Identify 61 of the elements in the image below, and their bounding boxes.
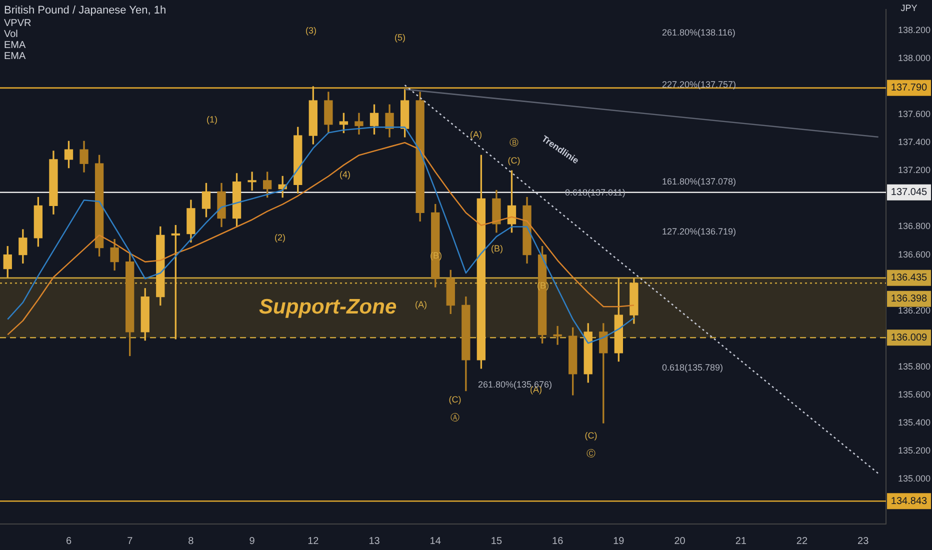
annotation: (2) <box>274 232 286 242</box>
ref-line-label: 136.009 <box>890 332 928 344</box>
y-tick-label: 135.200 <box>898 446 931 456</box>
y-tick-label: 137.400 <box>898 137 931 148</box>
annotation: VPVR <box>4 18 32 29</box>
y-tick-label: 138.200 <box>898 24 931 35</box>
annotation: (5) <box>394 32 406 42</box>
chart-title: British Pound / Japanese Yen, 1h <box>4 4 166 17</box>
annotation: (C) <box>584 430 598 440</box>
annotation: (4) <box>340 169 350 180</box>
y-tick-label: 137.600 <box>898 109 931 120</box>
annotation: (1) <box>206 114 218 124</box>
annotation: 127.20%(136.719) <box>662 226 736 236</box>
annotation: (B) <box>491 243 503 254</box>
annotation: 227.20%(137.757) <box>662 79 736 90</box>
annotation: EMA <box>4 50 26 62</box>
x-tick-label: 23 <box>858 536 870 547</box>
x-tick-label: 8 <box>188 536 194 547</box>
x-tick-label: 12 <box>308 536 320 547</box>
ref-line-label: 134.843 <box>890 496 928 507</box>
y-tick-label: 135.800 <box>898 361 931 372</box>
x-tick-label: 14 <box>430 536 442 547</box>
annotation: (3) <box>306 25 316 36</box>
x-tick-label: 7 <box>127 536 134 547</box>
x-tick-label: 15 <box>490 536 502 547</box>
x-tick-label: 19 <box>613 536 625 547</box>
ref-line-label: 137.045 <box>890 187 928 198</box>
ref-line-label: 137.790 <box>890 82 928 94</box>
y-tick-label: 136.800 <box>898 221 931 232</box>
x-tick-label: 22 <box>796 536 808 547</box>
y-tick-label: 138.000 <box>898 52 931 63</box>
annotation: Vol <box>4 28 18 40</box>
y-tick-label: 136.600 <box>898 249 931 260</box>
y-tick-label: 135.600 <box>898 389 931 400</box>
candlestick <box>553 326 562 345</box>
x-tick-label: 21 <box>735 536 747 547</box>
band-label: Support-Zone <box>259 296 397 319</box>
candlestick <box>248 172 256 191</box>
x-tick-label: 9 <box>249 536 256 547</box>
y-tick-label: 135.000 <box>898 474 931 484</box>
x-tick-label: 13 <box>368 536 380 547</box>
y-tick-label: 136.200 <box>898 305 931 316</box>
legend-label: 136.398 <box>890 294 928 305</box>
annotation: 261.80%(138.116) <box>662 27 736 38</box>
annotation: Ⓑ <box>510 137 518 148</box>
annotation: EMA <box>4 40 26 51</box>
annotation: (A) <box>415 299 427 310</box>
y-tick-label: 137.200 <box>898 165 931 176</box>
y-axis-title: JPY <box>900 2 918 13</box>
x-tick-label: 6 <box>66 536 72 547</box>
x-tick-label: 20 <box>674 536 686 547</box>
annotation: Ⓒ <box>586 448 596 458</box>
annotation: 161.80%(137.078) <box>662 176 736 186</box>
annotation: (A) <box>470 129 482 140</box>
ref-line-label: 136.435 <box>890 272 928 284</box>
annotation: Ⓐ <box>450 412 460 422</box>
annotation: (C) <box>448 394 462 404</box>
annotation: (C) <box>508 155 520 166</box>
annotation: 0.618(135.789) <box>662 362 724 372</box>
y-tick-label: 135.400 <box>898 418 931 428</box>
x-tick-label: 16 <box>552 536 564 547</box>
